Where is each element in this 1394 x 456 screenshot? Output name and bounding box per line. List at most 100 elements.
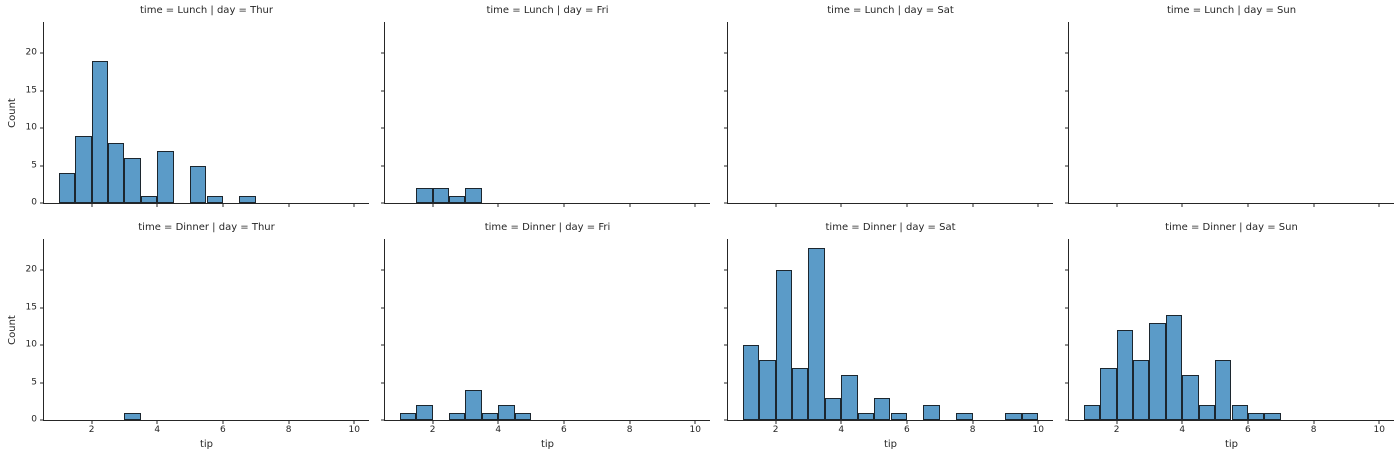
x-tick-label: 10	[689, 425, 701, 435]
x-axis-label: tip	[883, 439, 898, 450]
x-tick-label: 6	[1245, 425, 1251, 435]
y-tick-mark	[40, 382, 44, 384]
x-tick-label: 10	[1032, 425, 1044, 435]
histogram-bar	[108, 143, 125, 203]
x-tick-mark	[91, 420, 93, 424]
histogram-bar	[206, 195, 223, 203]
x-tick-mark	[222, 203, 224, 207]
y-tick-label: 10	[25, 122, 37, 133]
x-tick-mark	[840, 420, 842, 424]
x-tick-label: 8	[285, 425, 292, 435]
x-tick-mark	[497, 203, 499, 207]
y-tick-mark	[1065, 269, 1069, 271]
histogram-bar	[140, 195, 158, 203]
facet-title: time = Lunch | day = Fri	[486, 5, 609, 16]
histogram-bar	[91, 60, 108, 203]
y-tick-mark	[724, 307, 728, 309]
x-tick-mark	[1037, 420, 1039, 424]
y-tick-mark	[381, 419, 385, 421]
y-tick-mark	[40, 307, 44, 309]
y-tick-mark	[1065, 344, 1069, 346]
y-tick-mark	[724, 202, 728, 204]
y-tick-mark	[381, 127, 385, 129]
x-tick-label: 2	[772, 425, 779, 435]
y-tick-mark	[1065, 52, 1069, 54]
y-tick-mark	[1065, 90, 1069, 92]
histogram-bar	[742, 345, 760, 420]
x-tick-mark	[840, 203, 842, 207]
facet-title: time = Dinner | day = Sat	[825, 222, 956, 233]
x-tick-label: 8	[969, 425, 976, 435]
y-tick-mark	[40, 344, 44, 346]
y-tick-label: 5	[31, 160, 37, 171]
y-axis-label: Count	[7, 314, 19, 345]
histogram-bar	[481, 412, 499, 420]
histogram-bar	[824, 397, 842, 420]
facet-title: time = Lunch | day = Sun	[1166, 5, 1297, 16]
facet-panel-dinner-fri: time = Dinner | day = Fri 2 4 6 8 10 tip	[381, 222, 710, 450]
x-tick-mark	[1313, 420, 1315, 424]
histogram-bar	[75, 135, 92, 203]
x-tick-mark	[432, 203, 434, 207]
x-tick-label: 2	[429, 425, 436, 435]
facet-panel-lunch-thur: time = Lunch | day = Thur 0 5 10 15 20 Count	[7, 5, 369, 207]
y-tick-mark	[724, 419, 728, 421]
y-tick-mark	[724, 127, 728, 129]
x-tick-label: 6	[904, 425, 910, 435]
x-tick-mark	[972, 203, 974, 207]
y-tick-mark	[1065, 419, 1069, 421]
x-axis-label: tip	[1224, 439, 1239, 450]
x-tick-mark	[629, 420, 631, 424]
histogram-bar	[58, 173, 76, 203]
y-tick-mark	[40, 52, 44, 54]
y-tick-mark	[724, 165, 728, 167]
x-tick-mark	[288, 203, 290, 207]
histogram-bar	[190, 165, 207, 203]
x-tick-mark	[91, 203, 93, 207]
x-tick-label: 2	[1113, 425, 1120, 435]
y-tick-label: 15	[25, 85, 37, 96]
histogram-bar	[514, 412, 532, 420]
y-tick-label: 20	[25, 47, 37, 58]
histogram-bar	[1021, 412, 1039, 420]
histogram-bar	[1215, 360, 1232, 420]
x-tick-mark	[972, 420, 974, 424]
facet-panel-dinner-sun: time = Dinner | day = Sun 2 4 6 8 10 tip	[1065, 222, 1394, 450]
y-tick-mark	[724, 344, 728, 346]
y-tick-mark	[1065, 165, 1069, 167]
x-tick-label: 6	[220, 425, 226, 435]
histogram-bar	[399, 412, 417, 420]
x-tick-mark	[1037, 203, 1039, 207]
histogram-bar	[465, 188, 482, 203]
y-axis-label: Count	[7, 97, 19, 128]
histogram-bar	[808, 247, 825, 420]
x-tick-mark	[497, 420, 499, 424]
facet-panel-lunch-sun: time = Lunch | day = Sun	[1065, 5, 1394, 207]
histogram-bar	[1005, 412, 1022, 420]
histogram-bar	[157, 150, 174, 203]
x-tick-label: 4	[1179, 425, 1186, 435]
y-tick-mark	[40, 419, 44, 421]
x-tick-label: 8	[1310, 425, 1317, 435]
x-tick-mark	[1116, 203, 1118, 207]
x-tick-mark	[353, 203, 355, 207]
y-tick-mark	[1065, 382, 1069, 384]
histogram-bar	[874, 397, 891, 420]
x-tick-mark	[694, 420, 696, 424]
x-tick-label: 8	[626, 425, 633, 435]
y-tick-mark	[381, 52, 385, 54]
x-tick-label: 4	[838, 425, 845, 435]
facet-title: time = Lunch | day = Thur	[140, 5, 273, 16]
y-tick-mark	[381, 202, 385, 204]
histogram-bar	[775, 270, 792, 420]
facet-panel-lunch-sat: time = Lunch | day = Sat	[724, 5, 1053, 207]
y-tick-label: 0	[31, 197, 37, 208]
y-tick-mark	[724, 382, 728, 384]
x-tick-mark	[1181, 420, 1183, 424]
facet-title: time = Dinner | day = Sun	[1165, 222, 1298, 233]
histogram-bar	[1182, 375, 1199, 420]
y-tick-label: 5	[31, 377, 37, 388]
histogram-bar	[1247, 412, 1265, 420]
x-tick-label: 2	[88, 425, 95, 435]
